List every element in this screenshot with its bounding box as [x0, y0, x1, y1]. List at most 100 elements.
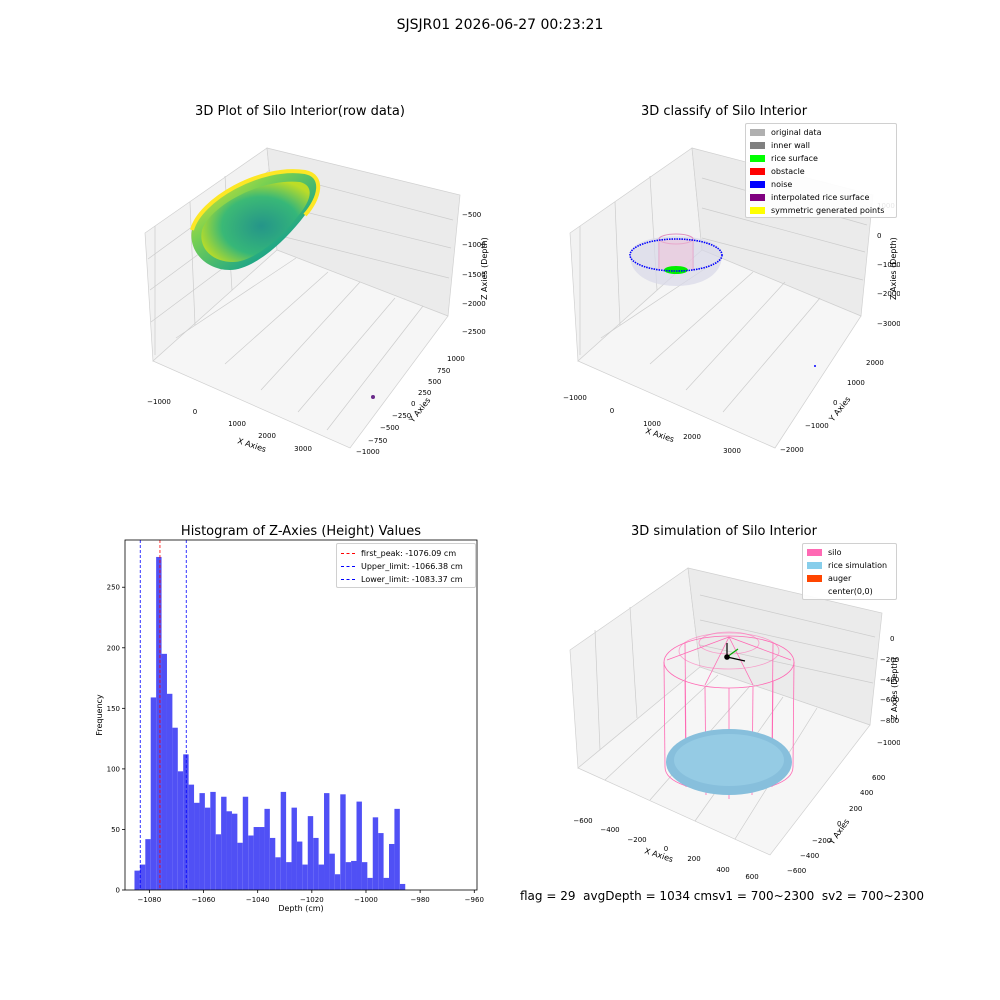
- status-avg-depth: avgDepth = 1034 cm: [583, 889, 713, 903]
- legend-label: silo: [828, 548, 842, 557]
- simulation-z-tick: −800: [880, 717, 899, 725]
- simulation-z-tick: −600: [880, 696, 899, 704]
- histogram-x-tick-label: −980: [411, 896, 430, 904]
- histogram-bar: [237, 842, 243, 890]
- raw-x-tick: −1000: [147, 398, 171, 406]
- histogram-legend: first_peak: -1076.09 cm Upper_limit: -106…: [336, 543, 476, 588]
- histogram-legend-item: first_peak: -1076.09 cm: [341, 547, 456, 559]
- histogram-bar: [275, 857, 281, 890]
- simulation-x-label: X Axies: [643, 846, 674, 864]
- raw-z-ticks: −500 −1000 −1500 −2000 −2500: [462, 211, 486, 336]
- simulation-y-tick: 200: [849, 805, 862, 813]
- histogram-legend-swatch: [341, 565, 355, 567]
- histogram-bar: [204, 807, 211, 890]
- histogram-bar: [280, 791, 287, 890]
- histogram-bar: [399, 883, 406, 890]
- histogram-bar: [248, 835, 254, 890]
- legend-label: symmetric generated points: [771, 206, 885, 215]
- simulation-x-tick: −600: [573, 817, 592, 825]
- histogram-bar: [356, 801, 362, 890]
- raw-z-tick: −1000: [462, 241, 486, 249]
- legend-label: inner wall: [771, 141, 811, 150]
- simulation-x-tick: 400: [716, 866, 729, 874]
- classify-x-tick: 2000: [683, 433, 701, 441]
- legend-label: original data: [771, 128, 822, 137]
- histogram-legend-swatch: [341, 578, 355, 580]
- simulation-y-tick: −400: [800, 852, 819, 860]
- histogram-bar: [340, 794, 346, 890]
- simulation-z-tick: 0: [890, 635, 894, 643]
- histogram-bar: [139, 864, 146, 890]
- histogram-x-label: Depth (cm): [278, 904, 323, 913]
- histogram-bar: [231, 813, 238, 890]
- simulation-x-ticks: −600 −400 −200 0 200 400 600: [573, 817, 758, 880]
- raw-z-label: Z Axies (Depth): [480, 237, 489, 300]
- simulation-x-tick: −200: [627, 836, 646, 844]
- histogram-bar: [389, 843, 395, 890]
- histogram-bar: [194, 802, 200, 890]
- histogram-bar: [242, 796, 249, 890]
- classify-y-ticks: 2000 1000 0 −1000 −2000: [780, 359, 884, 454]
- status-sv2: sv2 = 700~2300: [821, 889, 925, 903]
- legend-item: noise: [750, 178, 792, 191]
- histogram-legend-item: Upper_limit: -1066.38 cm: [341, 560, 463, 572]
- histogram-y-tick-label: 50: [111, 826, 120, 834]
- legend-swatch: [750, 129, 765, 136]
- histogram-bar: [156, 556, 162, 890]
- histogram-bar: [259, 827, 265, 890]
- raw-y-tick: −1000: [356, 448, 380, 456]
- histogram-bar: [318, 864, 325, 890]
- histogram-x-tick-label: −1000: [354, 896, 378, 904]
- histogram-bar: [150, 697, 157, 890]
- legend-swatch: [750, 155, 765, 162]
- histogram-legend-label: Upper_limit: -1066.38 cm: [361, 561, 463, 571]
- simulation-y-tick: 600: [872, 774, 885, 782]
- legend-swatch: [807, 562, 822, 569]
- status-line: flag = 29 avgDepth = 1034 cmsv1 = 700~23…: [520, 889, 924, 903]
- legend-item: rice surface: [750, 152, 818, 165]
- classify-z-tick: −1000: [877, 261, 900, 269]
- legend-label: rice simulation: [828, 561, 888, 570]
- histogram-bar: [172, 727, 178, 890]
- histogram-bar: [210, 791, 216, 890]
- histogram-bar: [351, 860, 357, 890]
- classify-y-tick: 2000: [866, 359, 884, 367]
- histogram-bar: [264, 808, 270, 890]
- legend-label: center(0,0): [828, 587, 873, 596]
- simulation-x-tick: −400: [600, 826, 619, 834]
- histogram-bar: [302, 864, 308, 890]
- histogram-legend-label: Lower_limit: -1083.37 cm: [361, 574, 463, 584]
- simulation-z-ticks: 0 −200 −400 −600 −800 −1000: [877, 635, 900, 747]
- histogram-bar: [383, 877, 389, 890]
- legend-label: auger: [828, 574, 852, 583]
- legend-label: rice surface: [771, 154, 818, 163]
- raw-z-tick: −2500: [462, 328, 486, 336]
- legend-label: noise: [771, 180, 793, 189]
- status-flag: flag = 29: [520, 889, 576, 903]
- classify-z-tick: 0: [877, 232, 881, 240]
- histogram-bar: [329, 853, 335, 890]
- classify-y-tick: 0: [833, 399, 837, 407]
- legend-item: inner wall: [750, 139, 810, 152]
- raw-y-tick: 250: [418, 389, 431, 397]
- legend-swatch: [807, 588, 822, 595]
- legend-item: interpolated rice surface: [750, 191, 869, 204]
- classify-z-label: Z Axies (Depth): [889, 237, 898, 300]
- raw-y-tick: −750: [368, 437, 387, 445]
- histogram-plot-frame: [124, 539, 478, 891]
- legend-swatch: [750, 181, 765, 188]
- legend-item: center(0,0): [807, 585, 873, 598]
- classify-x-tick: 0: [610, 407, 614, 415]
- raw-outlier-point: [371, 395, 375, 399]
- simulation-3d-axes-box: [569, 567, 883, 856]
- histogram-bar: [367, 877, 373, 890]
- histogram-bar: [345, 862, 352, 890]
- raw-y-tick: 1000: [447, 355, 465, 363]
- histogram-bar: [372, 817, 379, 890]
- histogram-bar: [177, 771, 184, 890]
- legend-item: original data: [750, 126, 821, 139]
- legend-item: rice simulation: [807, 559, 887, 572]
- simulation-3d-plot: −600 −400 −200 0 200 400 600 X Axies 600…: [569, 567, 900, 880]
- raw-z-tick: −1500: [462, 271, 486, 279]
- legend-swatch: [750, 142, 765, 149]
